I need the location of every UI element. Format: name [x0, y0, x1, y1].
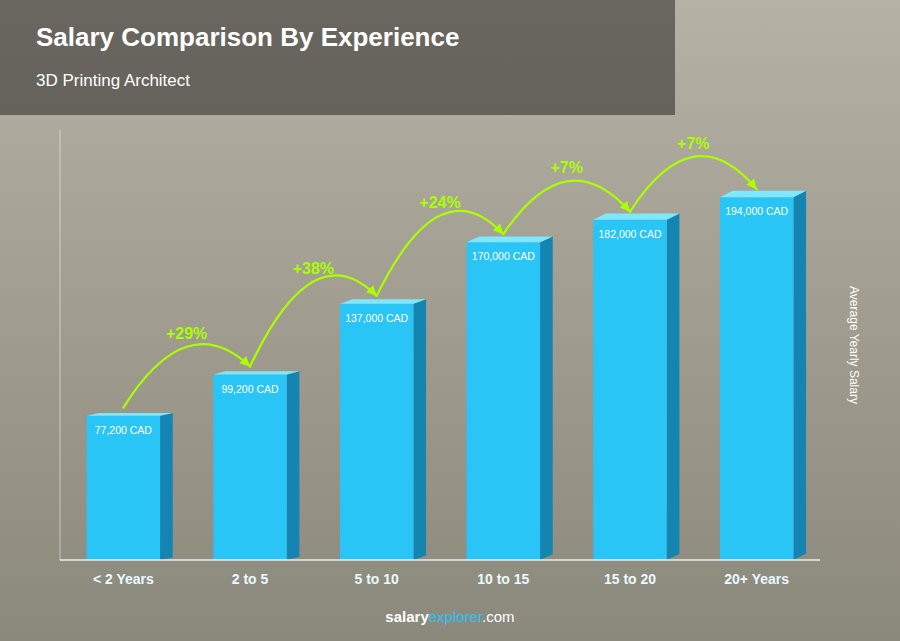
bar [87, 416, 160, 560]
data-label: 77,200 CAD [95, 424, 153, 436]
x-axis-line [60, 559, 820, 561]
footer-part: explorer [429, 608, 483, 625]
bar [467, 242, 540, 560]
data-label: 170,000 CAD [472, 250, 535, 262]
x-tick-label: 15 to 20 [604, 571, 656, 587]
footer-part: .com [482, 608, 515, 625]
subtitle: 3D Printing Architect [36, 71, 190, 90]
bar [213, 375, 286, 560]
bar-side [413, 299, 426, 560]
title-band [0, 0, 675, 115]
annotation: +7% [677, 135, 709, 152]
bar-top [467, 236, 553, 242]
annotation: +7% [550, 159, 582, 176]
annotation: +38% [293, 260, 334, 277]
x-tick-label: 10 to 15 [477, 571, 529, 587]
arrow-head [366, 285, 377, 296]
x-tick-label: 20+ Years [724, 571, 789, 587]
annotation: +24% [419, 194, 460, 211]
arrow-head [493, 223, 503, 234]
arc-arrow [503, 181, 630, 235]
bar-side [667, 214, 680, 560]
footer-part: salary [385, 608, 429, 625]
bar-top [340, 299, 426, 304]
bar-side [160, 413, 173, 560]
title: Salary Comparison By Experience [36, 22, 459, 52]
bar-top [720, 191, 806, 198]
arrow-head [239, 356, 250, 367]
arc-arrow [250, 275, 377, 366]
bar [340, 304, 413, 560]
bar [720, 197, 793, 560]
bar-side [793, 191, 806, 560]
chart: Salary Comparison By Experience 3D Printi… [0, 0, 900, 641]
arc-arrow [630, 156, 757, 212]
data-label: 194,000 CAD [725, 205, 788, 217]
bar-side [287, 371, 300, 560]
bar-top [213, 371, 299, 374]
arrow-head [620, 201, 630, 212]
data-label: 137,000 CAD [345, 312, 408, 324]
bar [593, 220, 666, 560]
annotation: +29% [166, 325, 207, 342]
arc-arrow [123, 344, 250, 407]
arc-arrow [377, 211, 504, 296]
arrow-head [746, 178, 756, 189]
bar-side [540, 236, 553, 560]
y-axis-label: Average Yearly Salary [847, 286, 861, 404]
footer: salaryexplorer.com [385, 608, 514, 625]
x-tick-label: 2 to 5 [232, 571, 269, 587]
background [0, 0, 900, 641]
x-tick-label: 5 to 10 [354, 571, 399, 587]
y-axis-line [60, 130, 61, 560]
x-tick-label: < 2 Years [93, 571, 154, 587]
data-label: 99,200 CAD [221, 383, 279, 395]
bar-top [87, 413, 173, 416]
bar-top [593, 214, 679, 220]
data-label: 182,000 CAD [598, 228, 661, 240]
bars [87, 191, 806, 560]
